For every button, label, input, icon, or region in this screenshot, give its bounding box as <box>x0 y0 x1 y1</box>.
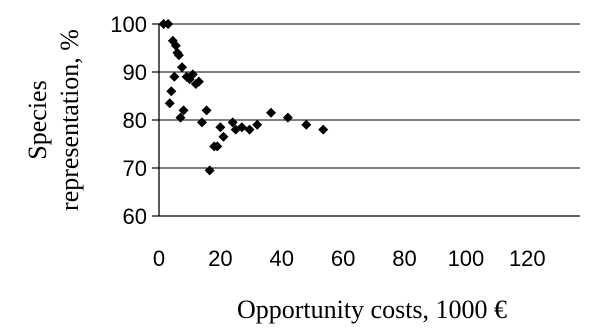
y-axis-title-line-2: representation, % <box>55 29 84 211</box>
data-point-32 <box>318 124 329 135</box>
data-point-2 <box>164 98 175 109</box>
data-point-8 <box>173 50 184 61</box>
data-point-1 <box>163 19 174 29</box>
y-tick-label-100: 100 <box>110 12 147 37</box>
x-tick-label-100: 100 <box>448 246 485 271</box>
y-axis-title-line-1: Species <box>23 80 52 159</box>
y-tick-label-60: 60 <box>123 204 147 229</box>
data-points <box>158 19 329 176</box>
data-point-25 <box>230 124 241 135</box>
y-tick-label-70: 70 <box>123 156 147 181</box>
data-point-17 <box>196 117 207 128</box>
x-tick-label-120: 120 <box>509 246 546 271</box>
x-tick-label-60: 60 <box>331 246 355 271</box>
data-point-22 <box>215 122 226 133</box>
x-tick-label-20: 20 <box>208 246 232 271</box>
grid-lines <box>159 23 580 217</box>
data-point-19 <box>204 165 215 176</box>
data-point-11 <box>178 105 189 116</box>
x-tick-labels: 0 20 40 60 80 100 120 <box>153 246 546 271</box>
data-point-21 <box>212 141 223 152</box>
x-tick-label-80: 80 <box>392 246 416 271</box>
data-point-29 <box>266 107 277 118</box>
data-point-5 <box>169 71 180 82</box>
y-tick-marks <box>152 23 159 217</box>
data-point-30 <box>282 112 293 123</box>
y-tick-labels: 60 70 80 90 100 <box>110 12 147 229</box>
data-point-16 <box>193 76 204 87</box>
x-tick-label-40: 40 <box>270 246 294 271</box>
data-point-18 <box>201 105 212 116</box>
data-point-26 <box>236 122 247 133</box>
data-point-6 <box>170 40 181 51</box>
x-axis-title: Opportunity costs, 1000 € <box>237 295 507 324</box>
data-point-28 <box>252 119 263 130</box>
data-point-3 <box>166 86 177 97</box>
data-point-27 <box>244 124 255 135</box>
data-point-14 <box>187 69 198 80</box>
data-point-23 <box>218 131 229 142</box>
y-tick-label-90: 90 <box>123 60 147 85</box>
data-point-31 <box>301 119 312 130</box>
data-point-9 <box>175 112 186 123</box>
y-tick-label-80: 80 <box>123 108 147 133</box>
data-point-10 <box>177 62 188 73</box>
data-point-24 <box>227 117 238 128</box>
x-tick-label-0: 0 <box>153 246 165 271</box>
